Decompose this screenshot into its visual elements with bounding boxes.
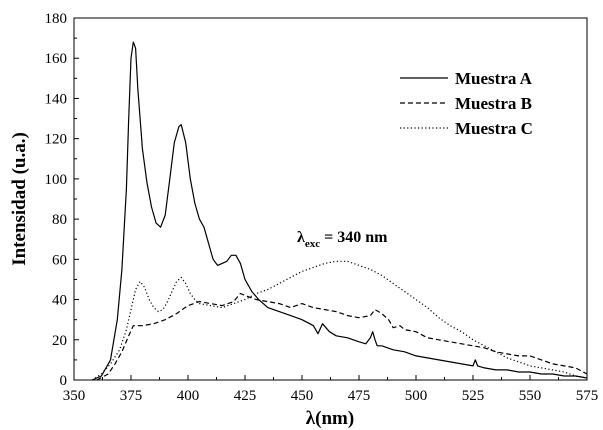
x-tick-label: 500 bbox=[405, 388, 428, 404]
annotation-text: = 340 nm bbox=[320, 229, 388, 246]
excitation-annotation: λexc = 340 nm bbox=[297, 229, 388, 250]
annotation-symbol: λ bbox=[297, 229, 305, 246]
y-tick-label: 140 bbox=[45, 91, 68, 107]
x-tick-label: 550 bbox=[519, 388, 542, 404]
y-tick-label: 60 bbox=[52, 252, 67, 268]
y-tick-label: 20 bbox=[52, 333, 67, 349]
series-line-muestra-a bbox=[91, 41, 588, 381]
legend: Muestra A Muestra B Muestra C bbox=[400, 69, 533, 138]
series-layer bbox=[91, 41, 588, 381]
y-tick-label: 0 bbox=[60, 373, 68, 389]
y-tick-label: 100 bbox=[45, 172, 68, 188]
y-tick-label: 120 bbox=[45, 132, 68, 148]
y-tick-label: 160 bbox=[45, 51, 68, 67]
y-tick-label: 180 bbox=[45, 11, 68, 27]
y-axis-title: Intensidad (u.a.) bbox=[9, 132, 30, 266]
series-line-muestra-b bbox=[96, 292, 588, 381]
x-tick-label: 400 bbox=[177, 388, 200, 404]
x-tick-label: 375 bbox=[120, 388, 143, 404]
legend-label-muestra-a: Muestra A bbox=[455, 69, 533, 88]
x-tick-label: 525 bbox=[462, 388, 485, 404]
x-tick-label: 425 bbox=[234, 388, 257, 404]
x-tick-label: 475 bbox=[348, 388, 371, 404]
annotation-subscript: exc bbox=[305, 238, 320, 250]
legend-label-muestra-b: Muestra B bbox=[455, 94, 532, 113]
y-tick-label: 80 bbox=[52, 212, 67, 228]
axis-ticks: 350 375 400 425 450 475 500 525 550 575 0 20 40 60 80 1… bbox=[45, 11, 599, 404]
y-tick-label: 40 bbox=[52, 293, 67, 309]
series-line-muestra-c bbox=[91, 260, 588, 381]
x-tick-label: 350 bbox=[63, 388, 86, 404]
legend-label-muestra-c: Muestra C bbox=[455, 119, 533, 138]
x-axis-title: λ(nm) bbox=[306, 408, 354, 429]
x-tick-label: 450 bbox=[291, 388, 314, 404]
x-tick-label: 575 bbox=[576, 388, 599, 404]
